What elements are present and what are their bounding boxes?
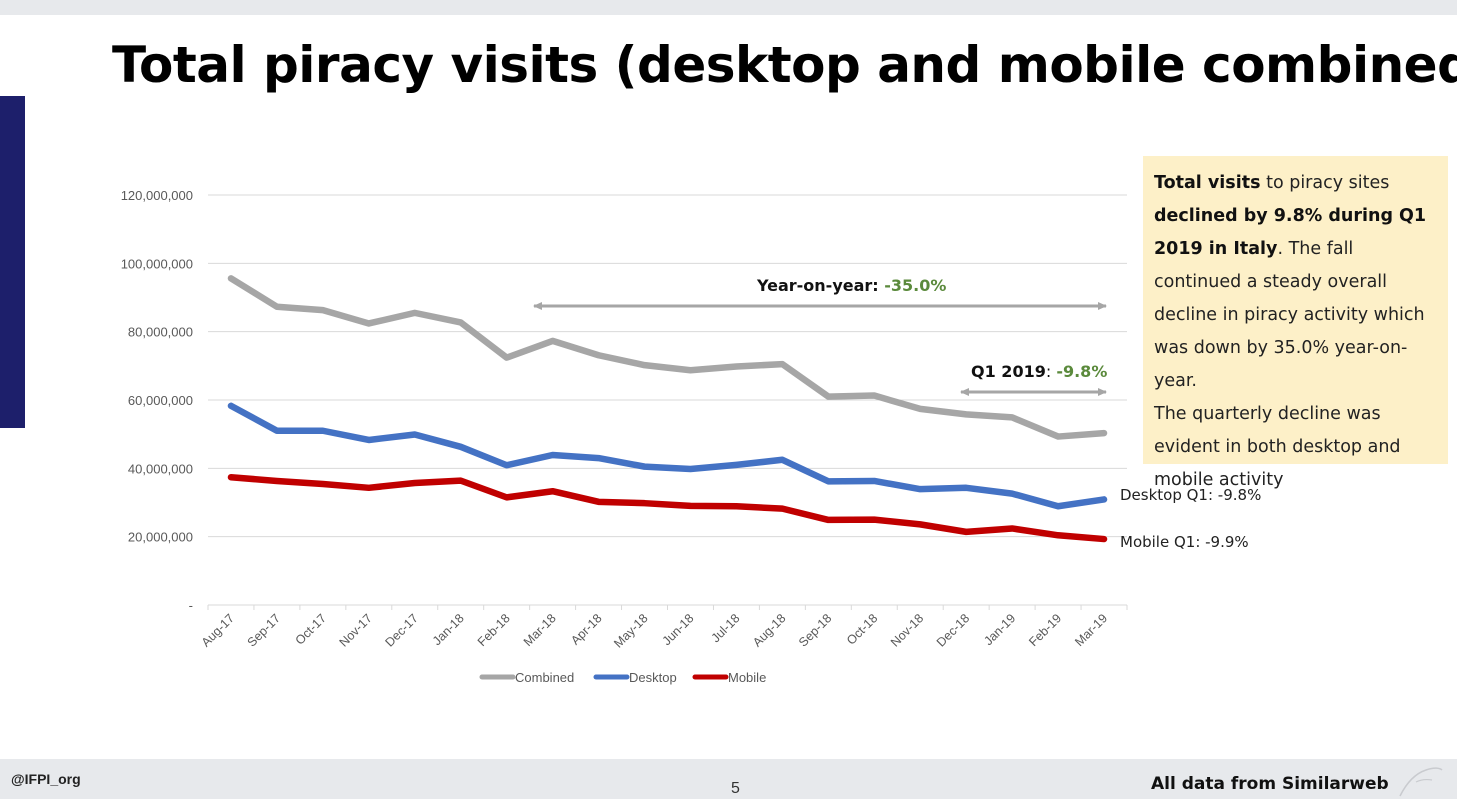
x-tick-label: Jan-19: [981, 611, 1018, 648]
q1-sep: :: [1046, 362, 1056, 381]
q1-value: -9.8%: [1056, 362, 1107, 381]
x-tick-label: Dec-17: [383, 611, 421, 649]
x-tick-label: Aug-18: [750, 611, 788, 649]
accent-bar: [0, 96, 25, 428]
y-tick-label: -: [189, 598, 193, 613]
x-tick-label: Sep-17: [245, 611, 283, 649]
x-tick-label: Dec-18: [934, 611, 972, 649]
series-lines: [227, 275, 1108, 543]
yoy-value: -35.0%: [884, 276, 946, 295]
gridlines: [208, 194, 1127, 538]
y-tick-label: 80,000,000: [128, 325, 193, 340]
social-handle: @IFPI_org: [11, 771, 81, 787]
x-tick-label: Feb-19: [1026, 611, 1064, 649]
x-tick-label: Feb-18: [475, 611, 513, 649]
legend-label: Mobile: [728, 670, 766, 685]
legend-label: Combined: [515, 670, 574, 685]
footer-bar: [0, 759, 1457, 799]
x-tick-label: Mar-18: [521, 611, 559, 649]
x-tick-label: Nov-18: [888, 611, 926, 649]
x-tick-label: May-18: [611, 611, 650, 650]
legend: Combined Desktop Mobile: [479, 670, 766, 685]
x-tick-label: Sep-18: [796, 611, 834, 649]
x-axis: [207, 604, 1128, 610]
x-tick-label: Oct-18: [844, 611, 880, 647]
slide-title: Total piracy visits (desktop and mobile …: [112, 36, 1457, 94]
series-line-desktop: [227, 402, 1108, 510]
y-tick-label: 40,000,000: [128, 461, 193, 476]
series-line-mobile: [227, 473, 1108, 543]
x-tick-label: Mar-19: [1072, 611, 1110, 649]
yoy-annotation: Year-on-year: -35.0%: [756, 276, 946, 295]
page-number: 5: [731, 780, 740, 797]
x-tick-label: Jul-18: [709, 611, 743, 645]
summary-text-3: The quarterly decline was evident in bot…: [1154, 404, 1401, 490]
x-tick-label: Jan-18: [430, 611, 467, 648]
y-axis: - 20,000,000 40,000,000 60,000,000 80,000,00…: [121, 188, 193, 613]
x-tick-label: Oct-17: [293, 611, 329, 647]
x-axis-labels: Aug-17 Sep-17 Oct-17 Nov-17 Dec-17 Jan-18 Feb-…: [199, 611, 1110, 650]
x-tick-label: Apr-18: [568, 611, 604, 647]
ifpi-logo-mark: [1399, 767, 1443, 797]
yoy-label: Year-on-year:: [756, 276, 884, 295]
x-tick-label: Aug-17: [199, 611, 237, 649]
mobile-end-label: Mobile Q1: -9.9%: [1120, 533, 1249, 551]
series-line-combined: [227, 275, 1108, 440]
legend-label: Desktop: [629, 670, 677, 685]
summary-text-1: to piracy sites: [1260, 173, 1390, 193]
q1-label: Q1 2019: [971, 362, 1046, 381]
x-tick-label: Nov-17: [337, 611, 375, 649]
q1-annotation: Q1 2019: -9.8%: [971, 362, 1107, 381]
y-tick-label: 120,000,000: [121, 188, 193, 203]
summary-text-2: . The fall continued a steady overall de…: [1154, 239, 1425, 391]
y-tick-label: 60,000,000: [128, 393, 193, 408]
data-source: All data from Similarweb: [1151, 774, 1389, 794]
summary-bold-2: declined by 9.8% during Q1 2019 in Italy: [1154, 206, 1427, 259]
summary-bold-1: Total visits: [1154, 173, 1261, 193]
y-tick-label: 100,000,000: [121, 256, 193, 271]
desktop-end-label: Desktop Q1: -9.8%: [1120, 486, 1261, 504]
x-tick-label: Jun-18: [660, 611, 697, 648]
top-bar: [0, 0, 1457, 15]
summary-box: Total visits to piracy sites declined by…: [1143, 156, 1448, 490]
y-tick-label: 20,000,000: [128, 530, 193, 545]
